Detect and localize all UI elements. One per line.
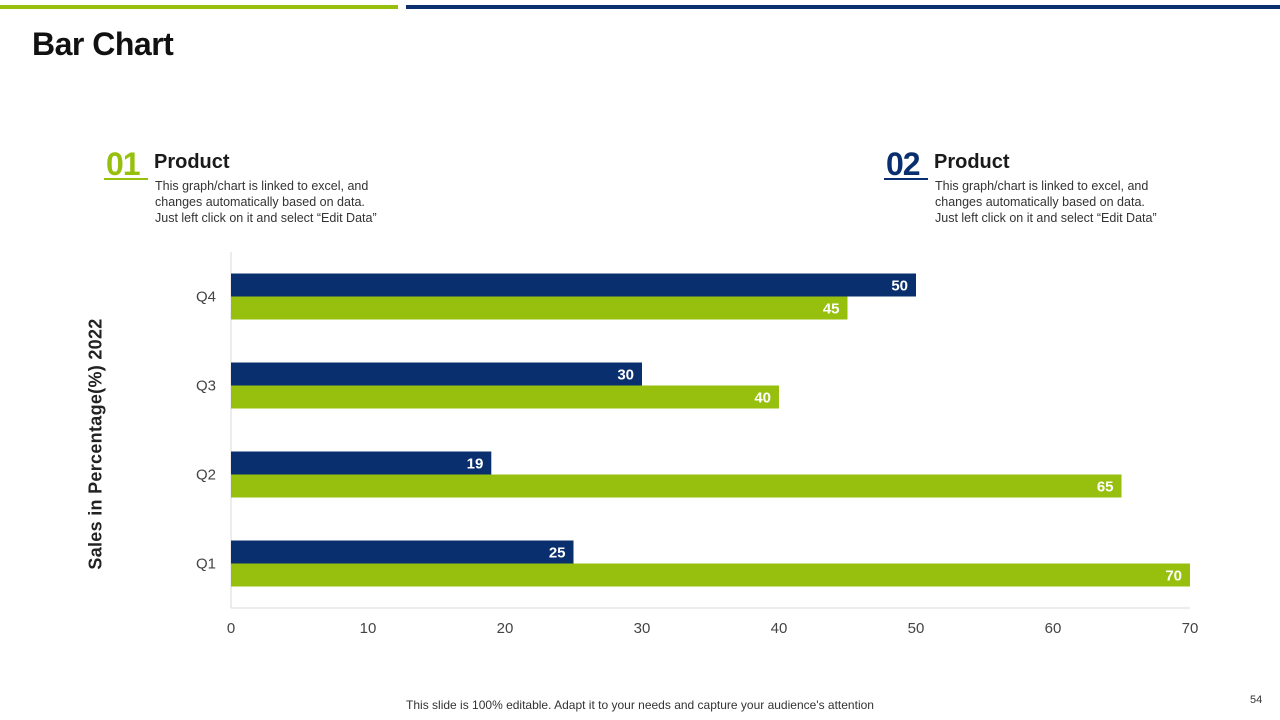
legend-description-01: This graph/chart is linked to excel, and… — [155, 179, 377, 225]
bar — [231, 273, 916, 297]
bar — [231, 474, 1122, 498]
bar — [231, 451, 492, 475]
bar — [231, 362, 642, 386]
legend-heading-02: Product — [934, 151, 1010, 173]
bar — [231, 563, 1190, 587]
bar-data-label: 50 — [891, 278, 908, 295]
x-tick-label: 70 — [1182, 620, 1199, 637]
x-tick-label: 10 — [360, 620, 377, 637]
bar-data-label: 19 — [467, 456, 484, 473]
bar-data-label: 70 — [1165, 568, 1182, 585]
x-tick-label: 20 — [497, 620, 514, 637]
legend-description-02: This graph/chart is linked to excel, and… — [935, 179, 1157, 225]
x-tick-label: 0 — [227, 620, 235, 637]
x-tick-label: 40 — [771, 620, 788, 637]
y-tick-label: Q3 — [196, 378, 216, 395]
bar — [231, 296, 848, 320]
legend-number-01: 01 — [106, 146, 141, 182]
legend-heading-01: Product — [154, 151, 230, 173]
legend-number-underline — [104, 178, 148, 180]
x-tick-label: 30 — [634, 620, 651, 637]
bar-data-label: 40 — [754, 390, 771, 407]
slide-title: Bar Chart — [32, 26, 174, 62]
legend-number-02: 02 — [886, 146, 921, 182]
bar-data-label: 25 — [549, 545, 566, 562]
y-tick-label: Q4 — [196, 289, 216, 306]
x-tick-label: 60 — [1045, 620, 1062, 637]
bar — [231, 385, 779, 409]
legend-number-underline — [884, 178, 928, 180]
page-number: 54 — [1250, 694, 1263, 706]
top-accent-bar-green — [0, 5, 398, 9]
y-tick-label: Q1 — [196, 556, 216, 573]
y-tick-label: Q2 — [196, 467, 216, 484]
bar-data-label: 65 — [1097, 479, 1114, 496]
bar-data-label: 30 — [617, 367, 634, 384]
x-tick-label: 50 — [908, 620, 925, 637]
footer-note: This slide is 100% editable. Adapt it to… — [406, 698, 874, 712]
bar — [231, 540, 574, 564]
bar-data-label: 45 — [823, 301, 840, 318]
top-accent-bar-blue — [406, 5, 1280, 9]
